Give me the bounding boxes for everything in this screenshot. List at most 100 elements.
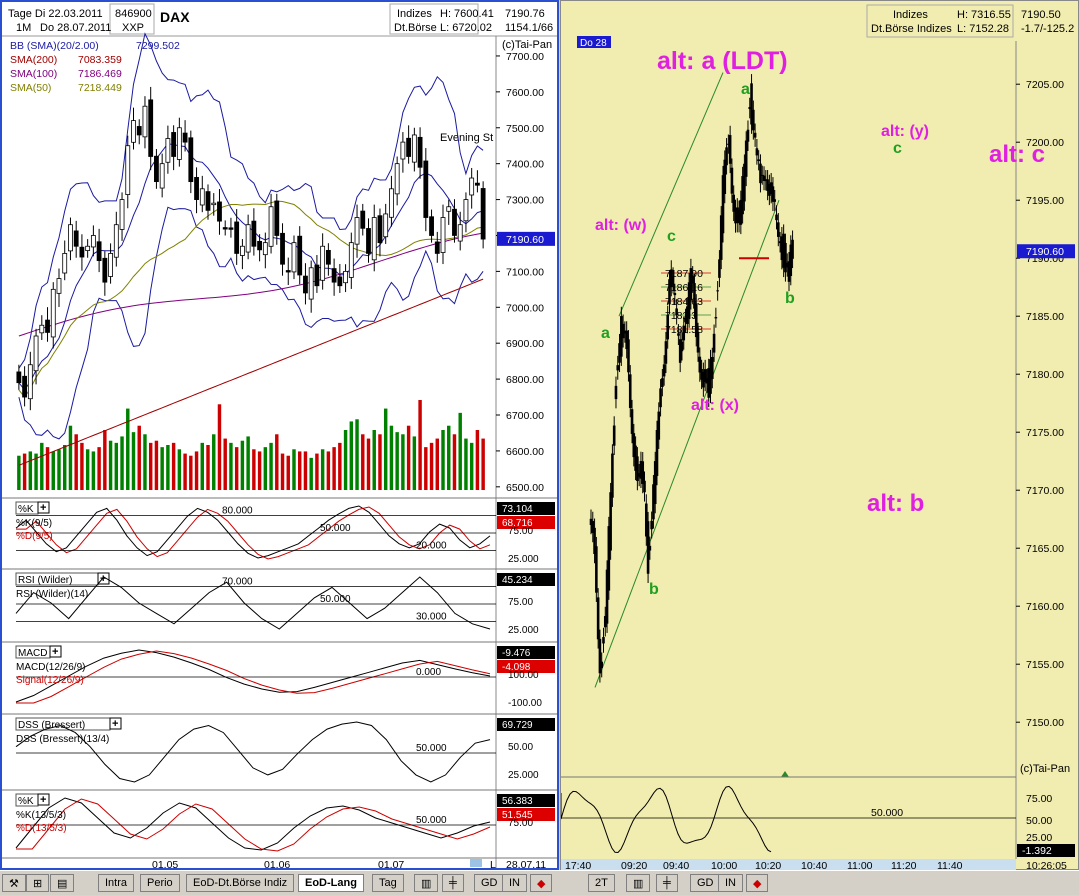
tab-intra[interactable]: Intra <box>98 874 135 892</box>
overlay-name-0: BB (SMA)(20/2.00) <box>10 40 99 52</box>
wkn-label: 846900 <box>115 8 152 20</box>
pane-ref-label: 30.000 <box>416 612 447 623</box>
bollinger-lower <box>18 206 484 440</box>
tab-perio[interactable]: Perio <box>140 874 180 892</box>
volume-bar <box>275 434 279 490</box>
corner-letter: L <box>490 859 496 868</box>
intraday-body <box>735 207 739 224</box>
intraday-candles <box>589 74 794 683</box>
intraday-body <box>682 325 686 341</box>
volume-bar <box>424 447 428 490</box>
pane-expand-icon <box>109 717 122 730</box>
left-change: 1154.1/66 <box>505 22 553 34</box>
candle-body <box>291 242 297 273</box>
candle-body <box>27 364 33 400</box>
intraday-body <box>598 638 602 674</box>
last-price-tag: 7190.60 <box>506 234 544 246</box>
gd-button[interactable]: GD <box>474 874 505 892</box>
right-last-tag: 7190.60 <box>1026 246 1064 258</box>
label-alt-x: alt: (x) <box>691 397 739 414</box>
intraday-body <box>621 323 625 339</box>
pane-expand-icon <box>37 501 50 514</box>
hammer-icon[interactable]: ⚒ <box>2 874 26 892</box>
time-tick: 10:40 <box>801 860 827 871</box>
bottom-toolbar: ⚒ ⊞ ▤ Intra Perio EoD-Dt.Börse Indiz EoD… <box>0 870 1079 895</box>
intraday-body <box>789 244 793 277</box>
date-tick: 01.06 <box>264 859 290 868</box>
pane-last-value: 45.234 <box>502 575 533 586</box>
intraday-body <box>664 341 668 364</box>
candle-body <box>90 235 96 248</box>
volume-bar <box>246 436 250 490</box>
pane-last-bg <box>497 646 555 659</box>
end-date: 28.07.11 <box>506 859 546 868</box>
candle-body <box>400 141 406 160</box>
right-last: 7190.50 <box>1021 9 1061 21</box>
intraday-body <box>791 239 794 259</box>
tag-select[interactable]: Tag <box>372 874 404 892</box>
intraday-body <box>623 330 627 334</box>
intraday-body <box>655 430 659 476</box>
candle-body <box>411 134 417 163</box>
right-period-select[interactable]: 2T <box>588 874 615 892</box>
pane-last-value: -4.098 <box>502 662 531 673</box>
right-chart-type-icon[interactable]: ▥ <box>626 874 651 892</box>
intraday-body <box>600 661 604 669</box>
candle-body <box>234 221 240 254</box>
right-in-button[interactable]: IN <box>718 874 743 892</box>
volume-bar <box>263 447 268 490</box>
volume-bar <box>223 438 227 490</box>
volume-bar <box>269 442 273 490</box>
volume-bar <box>103 430 107 490</box>
daily-chart-panel[interactable]: Tage Di 22.03.2011 1M Do 28.07.2011 8469… <box>0 0 559 871</box>
pane-line-main <box>15 797 491 851</box>
chart-type-icon[interactable]: ▥ <box>414 874 439 892</box>
pane-last-bg <box>497 808 555 821</box>
intraday-body <box>750 83 753 125</box>
candle-body <box>182 132 188 143</box>
candles-icon[interactable]: ╪ <box>442 874 464 892</box>
intraday-chart-panel[interactable]: Indizes Dt.Börse Indizes H: 7316.55 L: 7… <box>560 0 1079 872</box>
pane-series-name: MACD(12/26/9) <box>16 662 85 673</box>
pane-series-name: %D(13/5/3) <box>16 823 67 834</box>
volume-bar <box>320 449 325 490</box>
intraday-body <box>780 236 784 261</box>
candle-body <box>474 182 480 186</box>
pane-expand-plus: + <box>112 718 118 730</box>
right-gd-button[interactable]: GD <box>690 874 721 892</box>
price-area <box>8 38 496 494</box>
volume-bar <box>464 438 468 490</box>
intraday-body <box>693 283 696 309</box>
left-low: L: 6720.02 <box>440 22 492 34</box>
candle-body <box>308 267 314 300</box>
left-last: 7190.76 <box>505 8 545 20</box>
intraday-body <box>744 140 748 177</box>
calendar-icon[interactable]: ▤ <box>50 874 75 892</box>
volume-bar <box>412 436 417 490</box>
right-color-icon[interactable]: ◆ <box>746 874 769 892</box>
tab-eod-dt-boerse[interactable]: EoD-Dt.Börse Indiz <box>186 874 295 892</box>
right-candles-icon[interactable]: ╪ <box>656 874 678 892</box>
pane-last-value: 68.716 <box>502 518 533 529</box>
color-icon[interactable]: ◆ <box>530 874 553 892</box>
pane-line-signal <box>16 506 491 560</box>
intraday-body <box>709 359 712 394</box>
candle-body <box>154 155 159 183</box>
grid-icon[interactable]: ⊞ <box>26 874 50 892</box>
volume-bar <box>257 451 262 490</box>
intraday-body <box>698 356 702 373</box>
up-marker <box>781 771 789 777</box>
candle-body <box>343 270 348 284</box>
volume-bar <box>154 440 159 490</box>
right-price-label: 7180.00 <box>1026 369 1064 381</box>
volume-bars <box>17 400 485 490</box>
scroll-thumb <box>470 859 482 867</box>
left-box1: Indizes <box>397 8 432 20</box>
candle-body <box>371 217 377 261</box>
tab-eod-lang[interactable]: EoD-Lang <box>298 874 364 892</box>
in-button[interactable]: IN <box>502 874 527 892</box>
pane-series-name: %K(9/5) <box>16 518 52 529</box>
right-last-tag-bg <box>1017 244 1075 259</box>
intraday-body <box>653 461 657 505</box>
pane-series-name: Signal(12/26/9) <box>16 675 84 686</box>
